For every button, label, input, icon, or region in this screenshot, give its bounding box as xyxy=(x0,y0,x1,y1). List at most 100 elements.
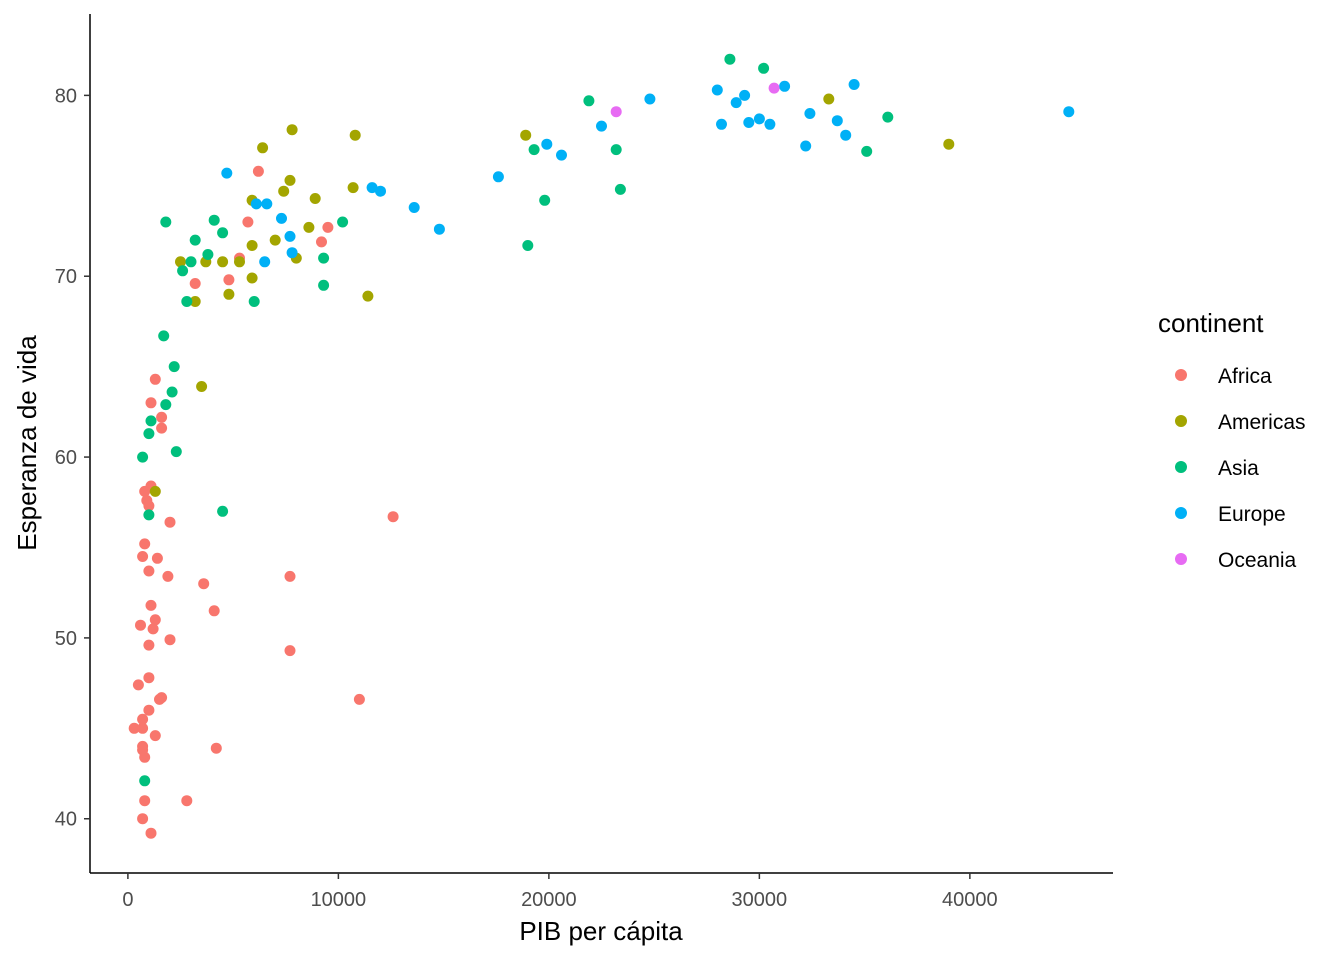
point-africa xyxy=(154,693,165,705)
point-americas xyxy=(303,221,315,233)
point-americas xyxy=(223,288,235,300)
axis-ticks: 0 10000 20000 30000 40000 40 50 60 70 80 xyxy=(55,85,998,911)
point-europe xyxy=(276,212,287,224)
legend-key-europe xyxy=(1175,507,1187,519)
point-africa xyxy=(139,751,151,763)
x-tick-label: 10000 xyxy=(311,889,367,911)
point-africa xyxy=(387,511,399,523)
legend-label-oceania: Oceania xyxy=(1218,549,1297,572)
point-americas xyxy=(246,272,258,284)
point-americas xyxy=(149,485,161,497)
point-africa xyxy=(164,516,176,528)
point-europe xyxy=(739,89,751,101)
point-americas xyxy=(943,138,955,150)
legend-label-americas: Americas xyxy=(1218,411,1306,434)
point-asia xyxy=(145,415,157,427)
point-africa xyxy=(322,221,334,233)
point-africa xyxy=(139,538,151,550)
point-europe xyxy=(286,247,298,259)
y-tick-label: 80 xyxy=(55,85,77,107)
legend-key-americas xyxy=(1175,415,1187,427)
point-asia xyxy=(522,240,534,251)
point-americas xyxy=(286,124,298,136)
point-asia xyxy=(882,111,894,123)
point-asia xyxy=(528,144,540,156)
point-asia xyxy=(217,227,229,239)
point-oceania xyxy=(610,106,622,118)
point-africa xyxy=(143,500,155,512)
point-asia xyxy=(248,296,260,307)
point-africa xyxy=(223,274,235,286)
point-africa xyxy=(137,722,149,734)
point-africa xyxy=(210,742,222,754)
legend-label-africa: Africa xyxy=(1218,365,1272,388)
legend-key-asia xyxy=(1175,461,1187,473)
point-europe xyxy=(764,118,776,130)
point-asia xyxy=(189,234,201,246)
point-africa xyxy=(132,679,144,691)
y-tick-label: 40 xyxy=(55,809,77,831)
point-asia xyxy=(202,249,214,260)
x-tick-label: 40000 xyxy=(942,889,998,911)
legend-label-asia: Asia xyxy=(1218,457,1259,480)
point-europe xyxy=(753,113,765,125)
point-americas xyxy=(269,234,281,246)
point-africa xyxy=(143,565,155,577)
y-tick-label: 70 xyxy=(55,266,77,288)
point-africa xyxy=(162,570,174,582)
point-europe xyxy=(408,202,420,213)
point-europe xyxy=(284,230,296,242)
point-asia xyxy=(208,214,220,226)
point-africa xyxy=(145,599,157,611)
legend-title: continent xyxy=(1158,308,1264,338)
point-asia xyxy=(217,505,229,517)
point-africa xyxy=(181,795,193,807)
point-africa xyxy=(149,614,161,626)
point-asia xyxy=(160,216,172,228)
point-americas xyxy=(284,174,296,186)
point-asia xyxy=(177,265,189,277)
point-asia xyxy=(614,183,626,195)
point-europe xyxy=(221,167,233,179)
point-africa xyxy=(156,422,168,434)
point-asia xyxy=(318,252,330,264)
point-americas xyxy=(362,290,374,302)
point-europe xyxy=(800,140,812,152)
point-africa xyxy=(147,623,159,635)
point-asia xyxy=(583,95,595,107)
point-africa xyxy=(143,639,155,651)
point-europe xyxy=(644,93,656,105)
y-axis-title: Esperanza de vida xyxy=(12,335,42,551)
point-asia xyxy=(168,361,180,373)
point-americas xyxy=(217,256,229,268)
point-americas xyxy=(189,296,201,307)
point-americas xyxy=(278,185,290,197)
point-africa xyxy=(137,813,149,825)
point-americas xyxy=(349,129,361,141)
point-asia xyxy=(861,145,873,157)
point-africa xyxy=(198,578,210,590)
point-europe xyxy=(259,256,271,268)
point-africa xyxy=(137,713,149,725)
point-europe xyxy=(716,118,727,130)
point-africa xyxy=(137,551,149,562)
point-americas xyxy=(175,256,186,268)
legend-label-europe: Europe xyxy=(1218,503,1286,526)
point-europe xyxy=(261,198,273,210)
point-europe xyxy=(433,223,445,235)
point-asia xyxy=(185,256,197,268)
point-americas xyxy=(257,142,269,154)
x-tick-label: 0 xyxy=(122,889,133,911)
point-africa xyxy=(284,645,296,657)
point-asia xyxy=(181,296,193,307)
point-africa xyxy=(149,373,161,385)
point-europe xyxy=(848,79,860,90)
point-europe xyxy=(250,198,262,210)
point-europe xyxy=(840,129,852,141)
point-africa xyxy=(208,605,220,617)
point-africa xyxy=(284,570,296,582)
point-europe xyxy=(831,115,843,127)
point-africa xyxy=(128,722,140,734)
point-asia xyxy=(166,386,178,398)
